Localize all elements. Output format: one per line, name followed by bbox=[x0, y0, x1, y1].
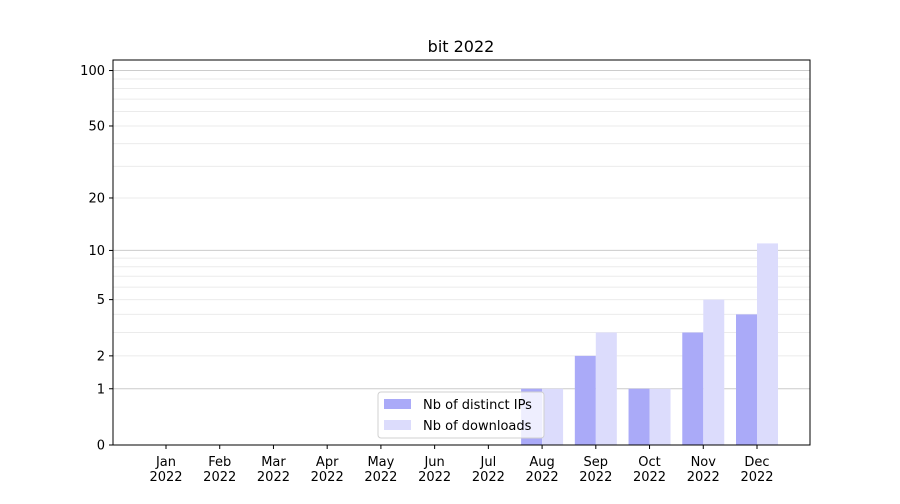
x-tick-label-line: 2022 bbox=[149, 470, 182, 485]
x-tick-label-line: Feb bbox=[208, 455, 231, 470]
x-tick-label-line: Dec bbox=[744, 455, 769, 470]
y-tick-label: 2 bbox=[97, 349, 105, 364]
bar-downloads bbox=[703, 299, 725, 445]
x-tick-label-line: Apr bbox=[316, 455, 339, 470]
x-tick-label-line: Jul bbox=[480, 455, 497, 470]
chart-title: bit 2022 bbox=[428, 37, 495, 56]
bar-downloads bbox=[757, 243, 778, 445]
x-tick-label-line: 2022 bbox=[687, 470, 720, 485]
legend-box bbox=[377, 391, 545, 439]
x-tick-label: Nov 2022 bbox=[687, 455, 720, 485]
x-tick-label-line: Sep bbox=[584, 455, 609, 470]
x-tick-label-line: 2022 bbox=[418, 470, 451, 485]
bar-distinct-ips bbox=[736, 314, 757, 445]
x-tick-label: Jul 2022 bbox=[472, 455, 505, 485]
x-tick-label-line: 2022 bbox=[472, 470, 505, 485]
x-tick-label-line: Aug bbox=[529, 455, 554, 470]
x-tick-label-line: 2022 bbox=[526, 470, 559, 485]
y-tick-label: 10 bbox=[88, 244, 105, 259]
x-tick-label: Apr 2022 bbox=[311, 455, 344, 485]
bar-downloads bbox=[649, 388, 671, 445]
legend-label: Nb of distinct IPs bbox=[423, 398, 532, 413]
x-tick-label: Jun 2022 bbox=[418, 455, 451, 485]
x-tick-label-line: 2022 bbox=[364, 470, 397, 485]
x-tick-label: Oct 2022 bbox=[633, 455, 666, 485]
x-tick-label-line: Jun bbox=[423, 455, 444, 470]
bar-distinct-ips bbox=[574, 355, 596, 445]
bar-downloads bbox=[542, 388, 564, 445]
legend-swatch bbox=[384, 399, 411, 409]
bar-distinct-ips bbox=[682, 332, 704, 445]
bar-downloads bbox=[595, 332, 617, 445]
x-tick-label-line: 2022 bbox=[579, 470, 612, 485]
x-tick-label-line: 2022 bbox=[740, 470, 773, 485]
plot-frame bbox=[112, 59, 811, 446]
x-tick-label-line: Nov bbox=[691, 455, 717, 470]
bar-distinct-ips bbox=[628, 388, 650, 445]
x-tick-label-line: 2022 bbox=[257, 470, 290, 485]
x-tick-label: Mar 2022 bbox=[257, 455, 290, 485]
x-tick-label: May 2022 bbox=[364, 455, 397, 485]
y-tick-label: 20 bbox=[88, 191, 105, 206]
y-tick-label: 0 bbox=[97, 439, 105, 454]
legend-label: Nb of downloads bbox=[423, 419, 532, 434]
x-tick-label-line: 2022 bbox=[633, 470, 666, 485]
legend: Nb of distinct IPs Nb of downloads bbox=[377, 391, 545, 439]
x-tick-label: Jan 2022 bbox=[149, 455, 182, 485]
y-tick-label: 50 bbox=[88, 119, 105, 134]
y-tick-label: 5 bbox=[97, 293, 105, 308]
x-tick-label-line: 2022 bbox=[311, 470, 344, 485]
x-tick-label-line: Jan bbox=[155, 455, 176, 470]
x-tick-label: Dec 2022 bbox=[740, 455, 773, 485]
y-tick-label: 1 bbox=[97, 382, 105, 397]
x-tick-label-line: 2022 bbox=[203, 470, 236, 485]
x-tick-label-line: May bbox=[367, 455, 394, 470]
x-tick-label-line: Oct bbox=[638, 455, 660, 470]
x-tick-label: Sep 2022 bbox=[579, 455, 612, 485]
y-tick-label: 100 bbox=[80, 64, 105, 79]
legend-swatch bbox=[384, 420, 411, 430]
x-tick-label: Aug 2022 bbox=[526, 455, 559, 485]
x-tick-label: Feb 2022 bbox=[203, 455, 236, 485]
x-tick-label-line: Mar bbox=[261, 455, 286, 470]
